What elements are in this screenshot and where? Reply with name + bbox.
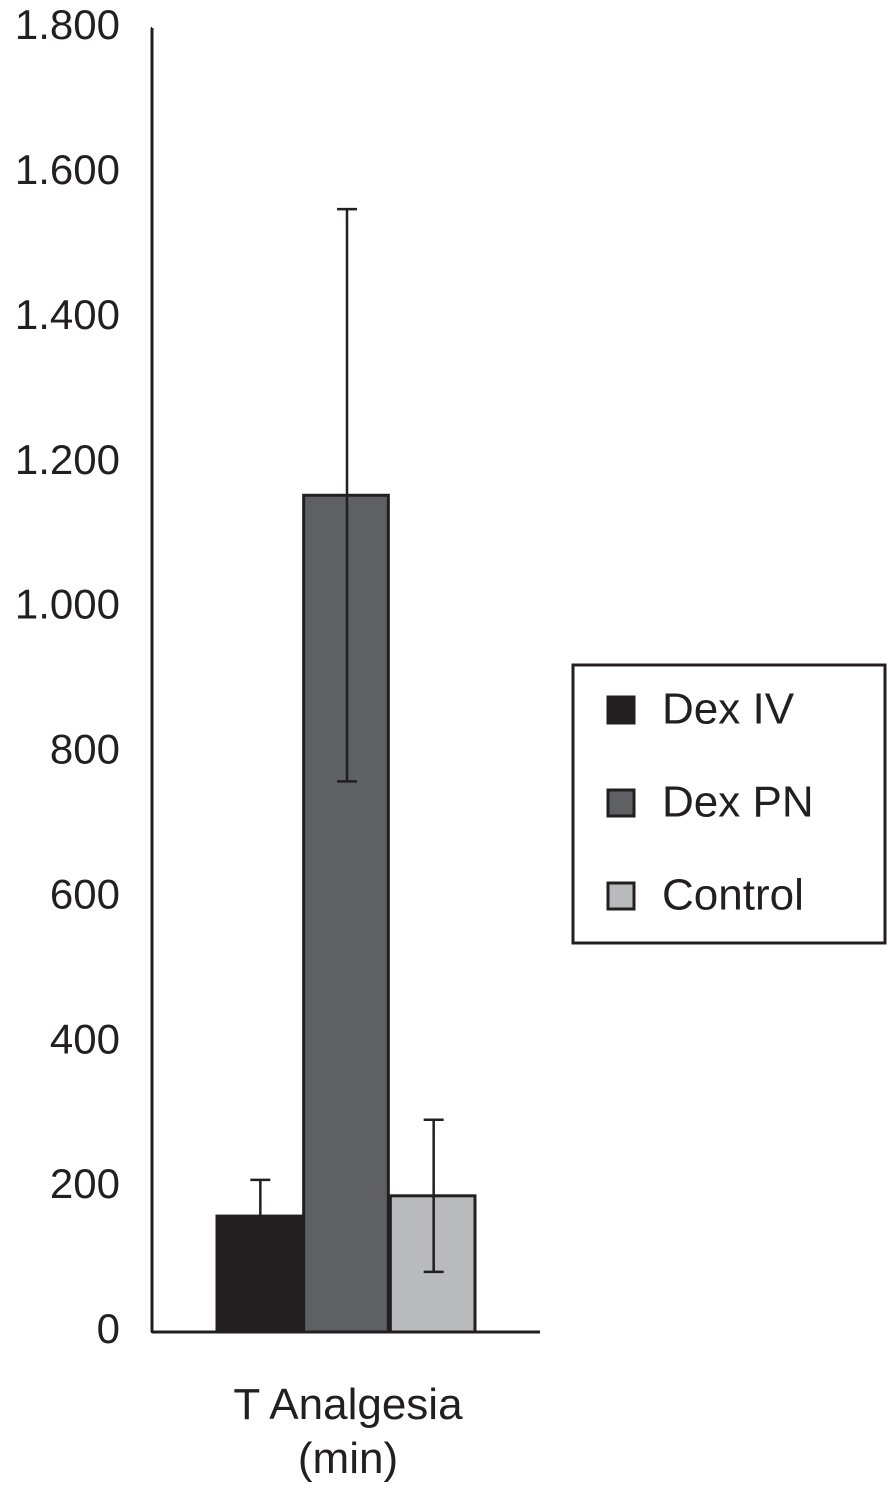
legend-swatch [606,788,636,818]
y-tick-label: 1.200 [15,436,120,483]
legend-label: Dex IV [662,685,795,734]
y-tick-label: 1.800 [15,1,120,48]
legend-label: Dex PN [662,778,814,827]
x-tick-label: T Analgesia (min) [233,1380,463,1483]
y-tick-label: 400 [50,1015,120,1062]
y-tick-label: 800 [50,726,120,773]
legend-label: Control [662,871,804,920]
y-tick-label: 0 [97,1305,120,1352]
y-tick-label: 1.600 [15,146,120,193]
error-bar [250,1178,271,1254]
y-tick-label: 200 [50,1160,120,1207]
error-bar [423,1118,444,1274]
y-tick-label: 1.400 [15,291,120,338]
error-bar [337,207,357,783]
legend-swatch [606,881,636,911]
y-tick-label: 1.000 [15,581,120,628]
y-tick-label: 600 [50,870,120,917]
legend-swatch [606,695,636,725]
